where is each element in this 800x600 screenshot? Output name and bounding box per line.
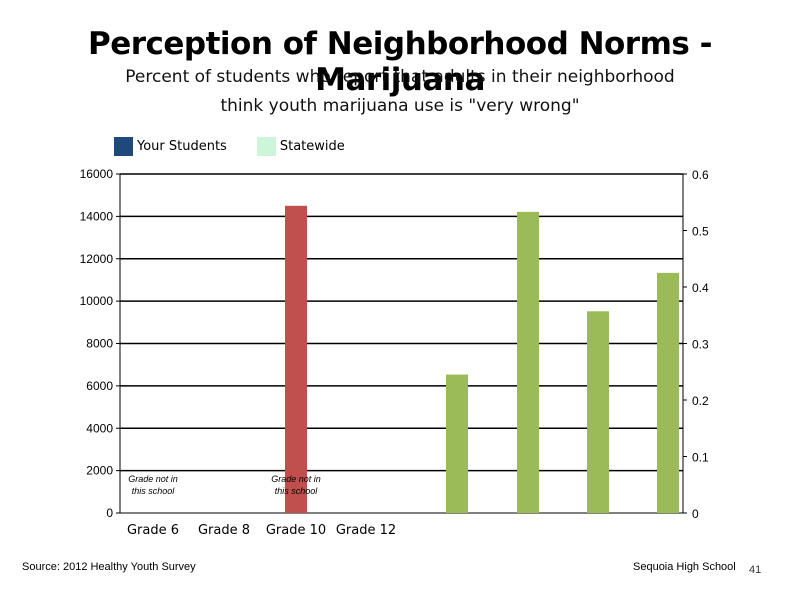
chart-subtitle-line2: think youth marijuana use is "very wrong…: [220, 96, 580, 116]
chart-subtitle-line1: Percent of students who report that adul…: [125, 67, 675, 87]
legend-label-statewide: Statewide: [279, 139, 345, 154]
left-tick-label: 14000: [80, 209, 114, 223]
x-category-label: Grade 8: [198, 523, 250, 538]
bar-statewide: [517, 211, 539, 514]
legend-swatch-your-students: [114, 137, 133, 156]
annotation-line2: this school: [132, 486, 176, 496]
annotation-line1: Grade not in: [271, 474, 321, 484]
school-name: Sequoia High School: [633, 561, 736, 573]
source-note: Source: 2012 Healthy Youth Survey: [22, 561, 196, 573]
page-number: 41: [749, 564, 762, 576]
left-tick-label: 10000: [80, 294, 114, 308]
right-tick-label: 0.1: [692, 451, 709, 465]
x-category-label: Grade 10: [266, 523, 326, 538]
x-category-label: Grade 12: [336, 523, 396, 538]
left-tick-label: 4000: [86, 421, 113, 435]
right-tick-label: 0.5: [692, 225, 709, 239]
left-tick-label: 16000: [80, 167, 114, 181]
left-tick-label: 0: [106, 506, 113, 520]
left-tick-label: 8000: [86, 337, 113, 351]
chart-legend: Your Students Statewide: [114, 137, 375, 156]
right-tick-label: 0.4: [692, 281, 709, 295]
legend-item-your-students: Your Students: [114, 137, 227, 156]
legend-label-your-students: Your Students: [137, 139, 227, 154]
bar-your-students: [285, 205, 307, 513]
legend-swatch-statewide: [256, 137, 276, 156]
bar-statewide: [657, 272, 679, 513]
right-tick-label: 0.3: [692, 338, 709, 352]
x-category-label: Grade 6: [127, 523, 179, 538]
left-tick-label: 6000: [86, 379, 113, 393]
annotation-line2: this school: [275, 486, 319, 496]
legend-item-statewide: Statewide: [256, 137, 345, 156]
right-tick-label: 0.6: [692, 168, 709, 182]
right-tick-label: 0.2: [692, 394, 709, 408]
bar-statewide: [446, 374, 468, 513]
right-tick-label: 0: [692, 507, 699, 521]
chart-title: Perception of Neighborhood Norms - Marij…: [87, 26, 713, 98]
bar-statewide: [587, 311, 609, 513]
annotation-line1: Grade not in: [128, 474, 178, 484]
left-tick-label: 2000: [86, 464, 113, 478]
left-tick-label: 12000: [80, 252, 114, 266]
